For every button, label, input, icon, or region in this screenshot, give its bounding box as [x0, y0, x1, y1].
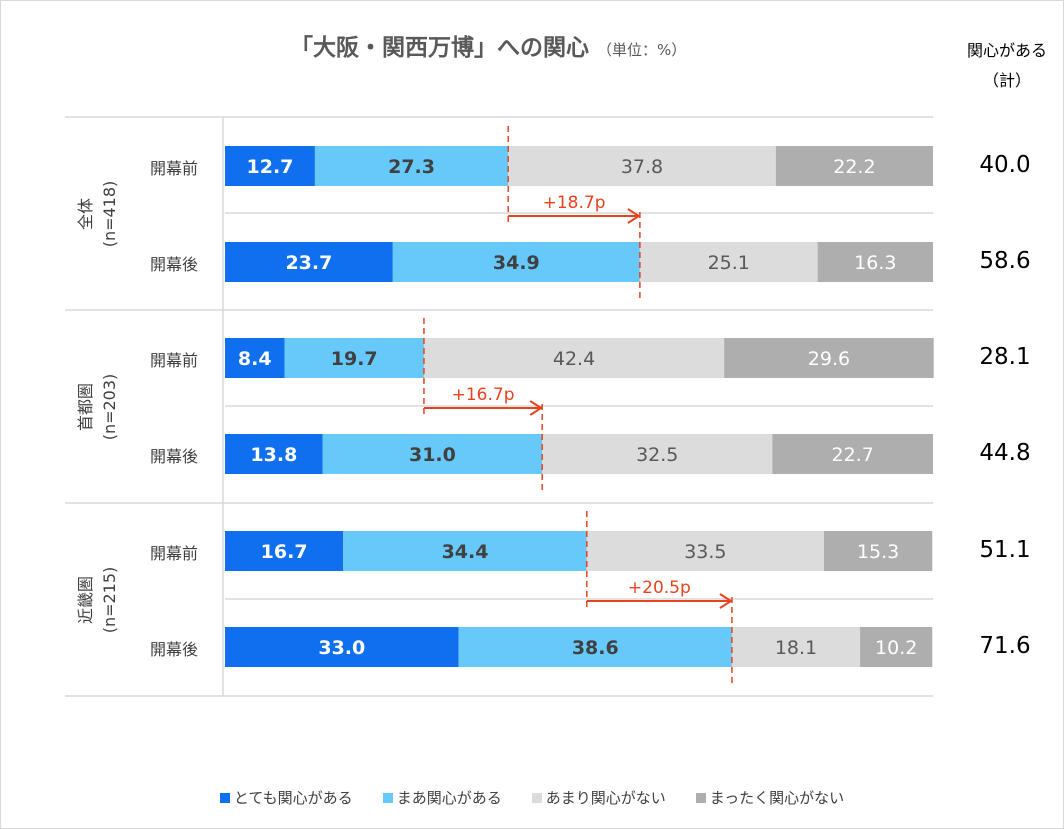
data-label: 34.4 — [442, 541, 489, 563]
legend-item: あまり関心がない — [531, 787, 666, 808]
change-arrowhead — [627, 208, 641, 224]
change-arrowhead — [529, 400, 544, 416]
total-header-line1: 関心がある — [966, 41, 1047, 60]
data-label: 19.7 — [331, 348, 378, 370]
bar-segment — [823, 531, 933, 571]
bar-segment — [343, 531, 587, 571]
row-label: 開幕前 — [150, 159, 199, 178]
total-value: 71.6 — [979, 633, 1031, 659]
group-label: 全体 (n=418) — [74, 154, 122, 274]
group-name: 首都圏 — [76, 382, 95, 431]
legend-item: まったく関心がない — [695, 787, 845, 808]
legend-label: まったく関心がない — [709, 789, 845, 807]
bar-segment — [724, 338, 934, 378]
row-label: 開幕前 — [150, 544, 199, 563]
group-name: 全体 — [76, 197, 95, 230]
data-label: 22.7 — [831, 444, 873, 466]
row-label: 開幕後 — [150, 447, 199, 466]
legend-swatch — [219, 792, 230, 803]
legend-item: まあ関心がある — [382, 787, 502, 808]
legend-swatch — [382, 792, 393, 803]
data-label: 42.4 — [553, 348, 595, 370]
bar-segment — [322, 434, 543, 474]
bar-segment — [423, 338, 725, 378]
bar-segment — [542, 434, 773, 474]
data-label: 10.2 — [875, 637, 917, 659]
row-label: 開幕前 — [150, 351, 199, 370]
data-label: 8.4 — [238, 348, 272, 370]
bar-segment — [392, 242, 640, 282]
bar-segment — [225, 434, 323, 474]
data-label: 22.2 — [833, 156, 875, 178]
data-label: 32.5 — [636, 444, 678, 466]
unit-label: （単位：%） — [597, 41, 687, 59]
bar-segment — [860, 627, 933, 667]
legend-label: とても関心がある — [233, 789, 353, 807]
data-label: 27.3 — [388, 156, 435, 178]
bar-segment — [225, 338, 285, 378]
bar-segment — [225, 531, 344, 571]
bar-segment — [225, 627, 459, 667]
bar-segment — [731, 627, 861, 667]
change-arrowhead — [719, 593, 733, 609]
bar-segment — [772, 434, 933, 474]
bar-segment — [284, 338, 424, 378]
total-value: 58.6 — [979, 248, 1031, 274]
group-n: (n=418) — [100, 180, 119, 247]
total-header: 関心がある （計） — [950, 36, 1064, 96]
group-name: 近畿圏 — [76, 575, 95, 624]
legend-item: とても関心がある — [219, 787, 353, 808]
bar-segment — [225, 242, 393, 282]
data-label: 33.5 — [684, 541, 726, 563]
data-label: 29.6 — [808, 348, 850, 370]
bar-segment — [775, 146, 933, 186]
data-label: 38.6 — [572, 637, 619, 659]
data-label: 37.8 — [621, 156, 663, 178]
group-n: (n=203) — [100, 373, 119, 440]
data-label: 16.3 — [854, 252, 896, 274]
data-label: 15.3 — [857, 541, 899, 563]
group-label: 近畿圏 (n=215) — [74, 540, 122, 660]
data-label: 31.0 — [409, 444, 456, 466]
data-label: 13.8 — [250, 444, 297, 466]
data-label: 33.0 — [318, 637, 365, 659]
legend-label: まあ関心がある — [396, 789, 502, 807]
data-label: 25.1 — [708, 252, 750, 274]
total-header-line2: （計） — [982, 71, 1031, 90]
legend-swatch — [695, 792, 706, 803]
bar-segment — [458, 627, 732, 667]
bar-segment — [817, 242, 933, 282]
bar-segment — [314, 146, 509, 186]
bar-segment — [586, 531, 824, 571]
bar-segment — [508, 146, 776, 186]
total-value: 51.1 — [979, 537, 1031, 563]
change-label: +20.5p — [628, 578, 691, 598]
total-value: 28.1 — [979, 344, 1031, 370]
bar-segment — [639, 242, 818, 282]
data-label: 34.9 — [493, 252, 540, 274]
chart-title-text: 「大阪・関西万博」への関心 — [290, 35, 589, 61]
legend-swatch — [531, 792, 542, 803]
group-label: 首都圏 (n=203) — [74, 347, 122, 467]
data-label: 23.7 — [285, 252, 332, 274]
data-label: 18.1 — [775, 637, 817, 659]
legend-label: あまり関心がない — [545, 789, 666, 807]
total-value: 40.0 — [979, 152, 1031, 178]
row-label: 開幕後 — [150, 640, 199, 659]
data-label: 16.7 — [261, 541, 308, 563]
legend: とても関心がある まあ関心がある あまり関心がない まったく関心がない — [0, 787, 1064, 808]
change-label: +18.7p — [543, 193, 606, 213]
group-n: (n=215) — [100, 566, 119, 633]
row-label: 開幕後 — [150, 255, 199, 274]
change-label: +16.7p — [452, 385, 515, 405]
total-value: 44.8 — [979, 440, 1031, 466]
chart-title: 「大阪・関西万博」への関心 （単位：%） — [290, 28, 686, 62]
data-label: 12.7 — [247, 156, 294, 178]
bar-segment — [225, 146, 315, 186]
